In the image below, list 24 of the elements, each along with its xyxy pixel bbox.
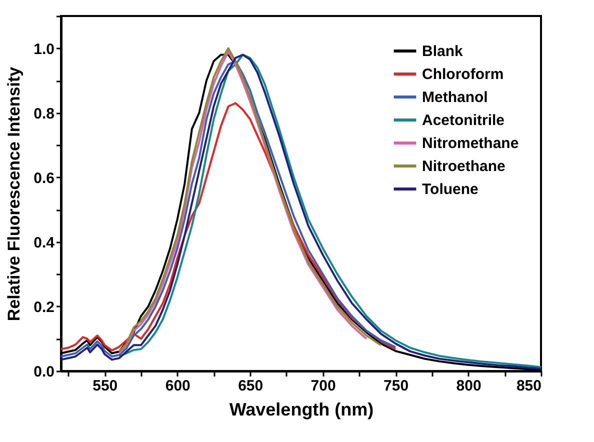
legend-label: Toluene bbox=[422, 181, 478, 198]
x-tick-label: 750 bbox=[384, 378, 409, 394]
legend-label: Nitroethane bbox=[422, 158, 506, 175]
legend-label: Methanol bbox=[422, 89, 488, 106]
line-series bbox=[60, 102, 397, 352]
y-tick-label: 0.8 bbox=[34, 105, 54, 122]
legend-label: Chloroform bbox=[422, 66, 504, 83]
y-tick-label: 0.4 bbox=[34, 234, 56, 252]
y-tick-label: 1.0 bbox=[34, 40, 54, 58]
legend-label: Blank bbox=[422, 43, 464, 60]
x-tick-label: 800 bbox=[456, 378, 482, 394]
x-tick-label: 550 bbox=[92, 378, 118, 394]
legend-label: Nitromethane bbox=[422, 135, 519, 152]
x-tick-label: 650 bbox=[238, 378, 264, 394]
legend-label: Acetonitrile bbox=[422, 112, 505, 129]
y-tick-label: 0.6 bbox=[34, 170, 54, 187]
x-tick-label: 600 bbox=[165, 378, 190, 394]
y-tick-label: 0.2 bbox=[34, 298, 54, 316]
x-axis-title: Wavelength (nm) bbox=[229, 400, 374, 420]
x-tick-label: 850 bbox=[516, 378, 542, 394]
y-tick-label: 0.0 bbox=[34, 364, 54, 380]
y-axis-title: Relative Fluorescence Intensity bbox=[4, 66, 24, 322]
line-series bbox=[60, 60, 397, 358]
x-tick-label: 700 bbox=[310, 378, 336, 394]
